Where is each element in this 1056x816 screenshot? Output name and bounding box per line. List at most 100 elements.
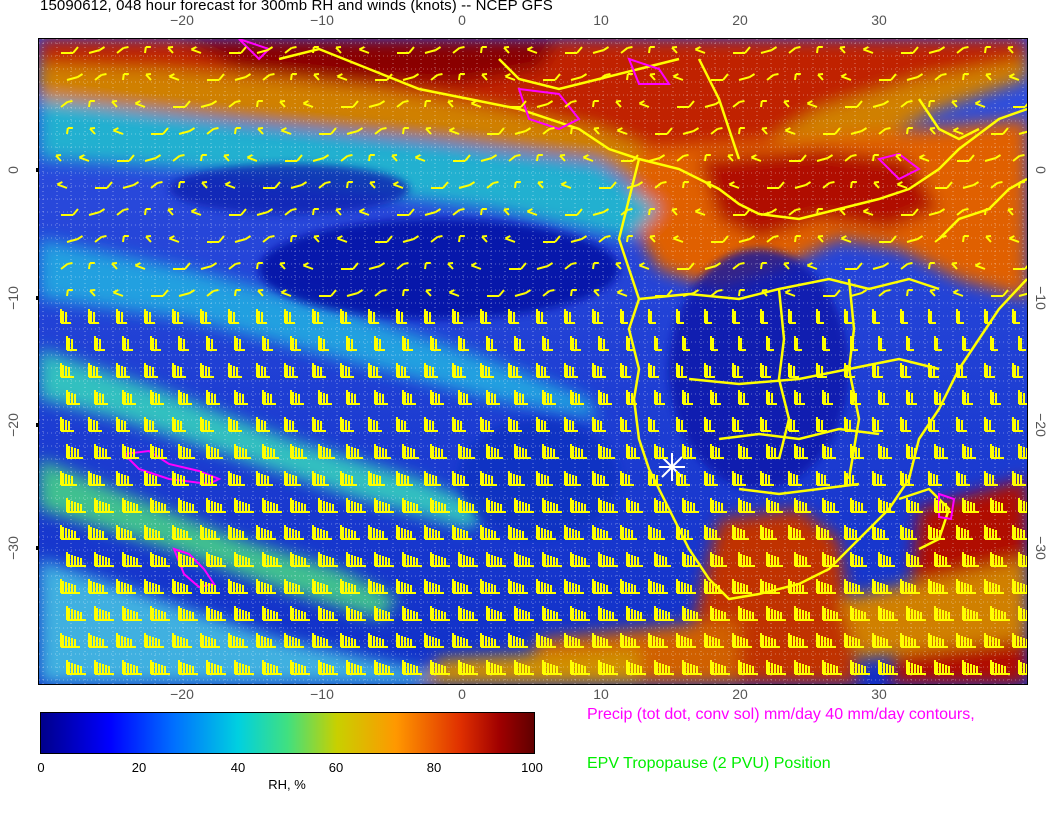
wind-barb [984,525,1001,540]
wind-barb [704,417,715,432]
wind-barb [710,336,718,351]
wind-barb [487,289,505,297]
wind-barb [374,660,394,675]
wind-barb [766,498,783,513]
lon-tick-bottom: −10 [310,686,334,702]
wind-barb [878,127,891,135]
wind-barb [508,579,528,594]
coastlines [278,47,1027,601]
lon-tick-top: 20 [732,12,748,28]
wind-barb [592,363,606,378]
wind-barb [452,417,466,432]
map-panel[interactable] [38,38,1028,685]
wind-barb [766,606,786,621]
wind-barb [256,525,276,540]
wind-barb [564,471,581,486]
wind-barb [592,208,610,216]
wind-barb [262,73,275,81]
wind-barb [1013,103,1027,108]
wind-barb [648,579,668,594]
wind-barb [704,633,724,648]
wind-barb [60,262,73,270]
wind-barb [823,289,841,297]
wind-barb [60,417,74,432]
wind-barb [172,579,192,594]
wind-barb [570,606,590,621]
wind-barb [145,235,152,243]
wind-barb [564,579,584,594]
wind-barb [732,633,752,648]
wind-barb [738,498,755,513]
wind-barb [526,208,538,216]
wind-barb [676,363,687,378]
wind-barb [598,235,611,243]
wind-barb [402,606,422,621]
wind-barb [206,498,226,513]
wind-barb [368,633,388,648]
lon-tick-top: −10 [310,12,334,28]
wind-barb [850,289,868,297]
wind-barb [1013,265,1027,270]
wind-barb [190,208,202,216]
wind-barb [402,498,422,513]
wind-barb [760,262,767,270]
wind-barb [424,525,444,540]
wind-barb [284,471,301,486]
wind-barb [873,181,880,189]
wind-barb [111,100,118,108]
wind-barb [901,208,919,216]
wind-barb [900,471,914,486]
lon-tick-bottom: 10 [593,686,609,702]
wind-barb [1007,208,1014,216]
wind-barb [711,235,729,243]
wind-barb [341,262,359,270]
wind-barb [374,606,394,621]
wind-barb [200,633,220,648]
wind-barb [94,336,105,351]
wind-barb [766,390,777,405]
wind-barb [598,552,618,567]
wind-barb [962,606,982,621]
wind-barb [88,363,102,378]
wind-barb [732,471,746,486]
wind-barb [112,289,124,297]
wind-barb [649,73,656,81]
wind-barb [263,181,281,189]
wind-barb [816,154,834,162]
wind-barb [895,154,902,162]
wind-barb [134,262,146,270]
wind-barb [346,660,366,675]
map-title: 15090612, 048 hour forecast for 300mb RH… [40,0,553,14]
wind-barb [453,154,471,162]
wind-barb [928,46,946,54]
wind-barb [313,73,320,81]
wind-barb [481,73,488,81]
wind-barb [900,633,920,648]
wind-barb [279,100,286,108]
wind-barb [335,46,342,54]
wind-barb [844,363,855,378]
lon-tick-top: −20 [170,12,194,28]
wind-barb [984,633,1004,648]
wind-barb [598,390,612,405]
wind-barb [172,633,192,648]
wind-barb [543,73,561,81]
wind-barb [458,336,469,351]
colorbar-tick: 40 [230,760,246,775]
wind-barb [458,444,475,459]
wind-barb [336,73,348,81]
wind-barb [710,444,724,459]
wind-barb [733,46,751,54]
wind-barb [565,208,583,216]
wind-barb [61,46,79,54]
wind-barb [200,309,211,324]
wind-barb [710,552,727,567]
wind-barb [542,390,556,405]
wind-barb [150,552,170,567]
wind-barb [424,579,444,594]
wind-barb [312,46,319,54]
wind-barb [788,417,799,432]
wind-barb [228,417,242,432]
wind-barb [649,235,656,243]
wind-barb [900,309,908,324]
